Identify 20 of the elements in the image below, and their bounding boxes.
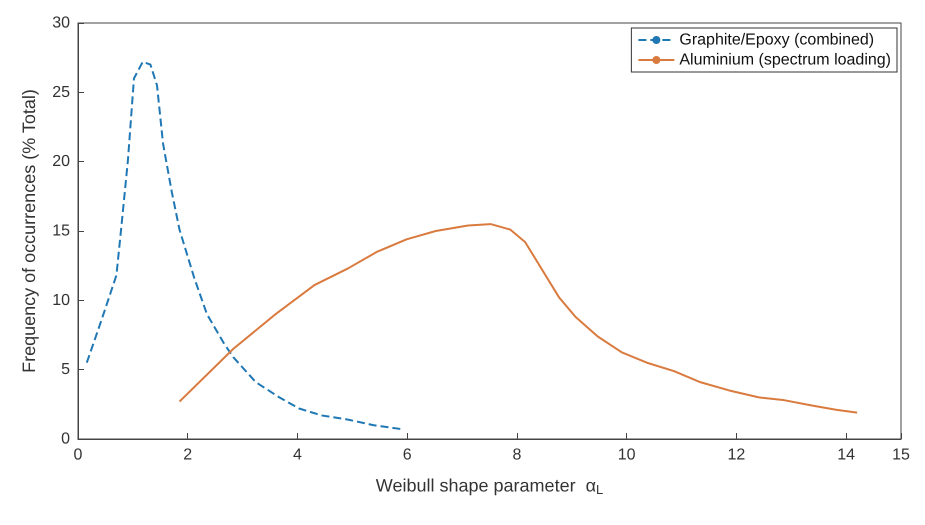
x-tick-label: 12 [728,446,746,464]
y-tick-label: 0 [61,430,70,448]
y-tick-label: 15 [52,222,70,240]
y-tick-label: 10 [52,292,70,309]
legend-label: Graphite/Epoxy (combined) [679,32,874,48]
line-series [178,223,858,414]
y-tick-label: 5 [61,361,70,378]
y-axis-title: Frequency of occurrences (% Total) [19,89,39,373]
x-tick-label: 4 [293,446,302,464]
x-tick-label: 2 [183,446,192,464]
y-tick-label: 20 [52,153,70,170]
y-tick-label: 30 [52,14,70,32]
x-tick-label: 6 [402,446,412,464]
x-tick-label: 14 [837,446,856,464]
x-tick-label: 10 [618,446,636,464]
x-tick-label: 8 [512,446,522,464]
x-tick-label: 15 [892,446,910,464]
x-tick-label: 0 [74,446,83,464]
legend-label: Aluminium (spectrum loading) [679,52,892,68]
y-tick-label: 25 [52,84,70,101]
